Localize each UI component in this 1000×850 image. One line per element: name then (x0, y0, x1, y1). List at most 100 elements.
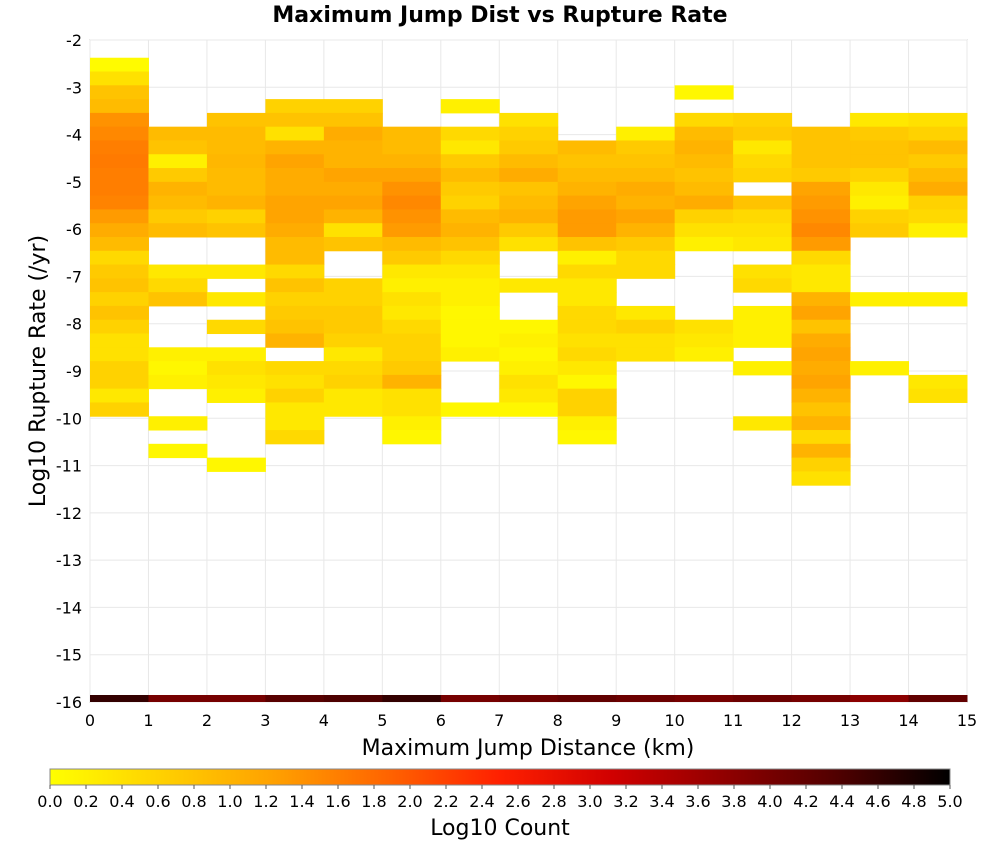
heatmap-cell (850, 168, 910, 183)
heatmap-cell (382, 181, 442, 197)
heatmap-cell (440, 154, 500, 169)
y-tick-label: -12 (56, 504, 82, 523)
heatmap-cell (557, 278, 617, 293)
heatmap-cell (791, 209, 851, 224)
heatmap-cell (440, 126, 500, 141)
colorbar-tick-label: 0.8 (181, 792, 206, 811)
y-tick-label: -8 (66, 315, 82, 334)
heatmap-cell (557, 140, 617, 155)
bottom-row-cell (674, 695, 734, 702)
heatmap-cell (382, 347, 442, 362)
heatmap-cell (791, 236, 851, 252)
heatmap-cell (90, 99, 149, 114)
heatmap-cell (791, 347, 851, 362)
heatmap-cell (733, 278, 793, 293)
heatmap-cell (265, 236, 325, 252)
heatmap-cell (791, 168, 851, 183)
heatmap-cell (850, 223, 910, 238)
colorbar-tick-label: 4.2 (793, 792, 818, 811)
heatmap-cell (440, 278, 500, 293)
heatmap-cell (206, 292, 266, 307)
heatmap-cell (791, 126, 851, 141)
heatmap-cell (440, 264, 500, 279)
heatmap-cell (90, 333, 149, 348)
heatmap-cell (499, 140, 559, 155)
heatmap-cell (323, 209, 383, 224)
heatmap-cell (791, 388, 851, 403)
colorbar-tick-label: 1.0 (217, 792, 242, 811)
heatmap-cell (323, 140, 383, 155)
heatmap-cell (908, 126, 968, 141)
heatmap-cell (265, 195, 325, 210)
heatmap-cell (148, 181, 208, 197)
heatmap-cell (206, 195, 266, 210)
bottom-row-cell (323, 695, 383, 702)
bottom-row-cell (499, 695, 559, 702)
heatmap-cell (674, 223, 734, 238)
colorbar-tick-label: 3.8 (721, 792, 746, 811)
heatmap-cell (616, 168, 676, 183)
heatmap-cell (850, 112, 910, 128)
heatmap-cell (206, 154, 266, 169)
heatmap-cell (791, 333, 851, 348)
colorbar-tick-label: 2.0 (397, 792, 422, 811)
heatmap-cell (382, 195, 442, 210)
colorbar-tick-label: 0.4 (109, 792, 134, 811)
x-tick-label: 7 (494, 711, 504, 730)
y-tick-label: -14 (56, 598, 82, 617)
heatmap-cell (206, 457, 266, 472)
x-tick-label: 6 (436, 711, 446, 730)
heatmap-cell (499, 333, 559, 348)
heatmap-cell (733, 126, 793, 141)
heatmap-cell (206, 112, 266, 128)
heatmap-cell (90, 168, 149, 183)
heatmap-cell (90, 223, 149, 238)
heatmap-cell (206, 126, 266, 141)
colorbar-tick-label: 1.6 (325, 792, 350, 811)
colorbar-tick-label: 1.4 (289, 792, 314, 811)
heatmap-cell (791, 292, 851, 307)
heatmap-cell (616, 209, 676, 224)
heatmap-cell (557, 264, 617, 279)
bottom-row-cell (265, 695, 325, 702)
heatmap-cell (616, 223, 676, 238)
heatmap-cell (382, 319, 442, 335)
bottom-row-cell (616, 695, 676, 702)
colorbar-tick-label: 3.6 (685, 792, 710, 811)
heatmap-cell (499, 181, 559, 197)
heatmap-cell (791, 305, 851, 321)
heatmap-cell (265, 416, 325, 431)
heatmap-cell (440, 250, 500, 266)
heatmap-cell (733, 195, 793, 210)
heatmap-cell (382, 223, 442, 238)
heatmap-cell (148, 140, 208, 155)
bottom-row-cell (557, 695, 617, 702)
heatmap-cell (440, 99, 500, 114)
heatmap-cell (499, 126, 559, 141)
heatmap-cell (148, 209, 208, 224)
heatmap-cell (206, 374, 266, 390)
y-tick-label: -11 (56, 457, 82, 476)
heatmap-cell (323, 154, 383, 169)
heatmap-cell (499, 223, 559, 238)
y-tick-label: -6 (66, 220, 82, 239)
heatmap-cell (557, 181, 617, 197)
heatmap-cell (733, 154, 793, 169)
heatmap-cell (499, 195, 559, 210)
heatmap-cell (323, 278, 383, 293)
heatmap-cell (440, 236, 500, 252)
bottom-row-cells (90, 695, 968, 702)
heatmap-cell (90, 85, 149, 100)
heatmap-cell (90, 236, 149, 252)
colorbar-tick-label: 2.6 (505, 792, 530, 811)
colorbar-tick-label: 4.4 (829, 792, 854, 811)
x-tick-label: 4 (319, 711, 329, 730)
heatmap-cell (323, 388, 383, 403)
heatmap-cell (382, 292, 442, 307)
heatmap-cell (90, 305, 149, 321)
bottom-row-cell (440, 695, 500, 702)
heatmap-cell (148, 361, 208, 376)
heatmap-cell (323, 361, 383, 376)
heatmap-cell (791, 457, 851, 472)
heatmap-cell (791, 430, 851, 445)
